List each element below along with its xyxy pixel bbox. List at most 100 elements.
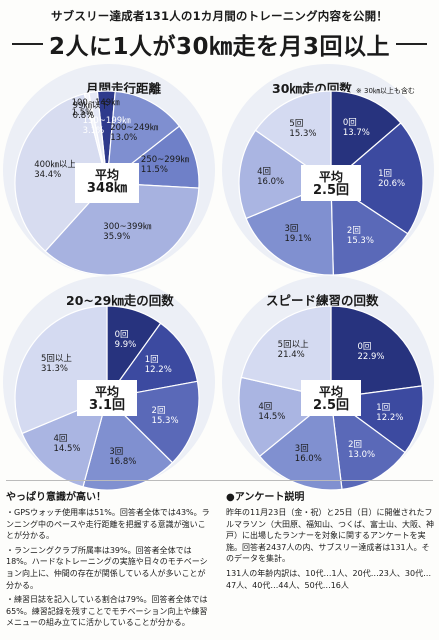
survey-explanation: ●アンケート説明 昨年の11月23日（金・祝）と25日（日）に開催されたフルマラ… [226,488,434,594]
slice-category: 100~149㎞ [71,98,120,109]
slice-label: 3回 19.1% [284,224,311,244]
slice-label: 2回 15.3% [152,406,179,426]
slice-value: 11.5% [140,164,168,175]
slice-value: 14.5% [53,443,81,454]
pie-slice [82,396,174,491]
slice-category: 0回 [357,342,372,353]
average-box: 平均 348㎞ [75,163,139,203]
slice-category: 3回 [294,444,309,455]
slice-category: 5回以上 [40,354,72,365]
slice-label: 3回 16.8% [109,447,136,467]
pie-slice [88,90,108,184]
slice-label: 250~299㎞ 11.5% [141,155,189,175]
slice-category: 4回 [257,166,272,177]
slice-value: 15.3% [346,236,374,247]
slice-value: 15.3% [289,129,317,140]
slice-value: 31.3% [40,364,68,375]
slice-category: 4回 [53,433,68,444]
slice-label: 0回 9.9% [115,330,137,350]
explanation-paragraph: 昨年の11月23日（金・祝）と25日（日）に開催されたフルマラソン（大田原、福知… [226,508,434,564]
average-label: 平均 [94,385,119,399]
slice-value: 19.1% [284,233,312,244]
slice-category: 400㎞以上 [34,160,76,171]
pie-slice [258,396,343,491]
survey-highlights: やっぱり意識が高い！ ・GPSウォッチ使用率は51%。回答者全体では43%。ラン… [6,488,212,632]
slice-label: 1回 12.2% [376,403,403,423]
slice-label: 4回 14.5% [53,434,80,454]
slice-value: 0.8% [72,111,95,122]
pie-slice [105,322,199,399]
slice-label: 2回 15.3% [347,226,374,246]
pie-slice [330,305,423,399]
slice-category: 1回 [376,403,391,414]
pie-slice [106,90,181,185]
slice-label: 4回 14.5% [258,402,285,422]
average-label: 平均 [94,168,119,182]
slice-value: 1.5% [71,108,94,119]
pie-chart-monthly-distance [14,90,200,276]
slice-label: 400㎞以上 34.4% [34,160,76,180]
slice-value: 13.0% [110,132,138,143]
slice-category: 250~299㎞ [140,154,189,165]
slice-category: 300~399㎞ [103,222,152,233]
slice-value: 22.9% [357,352,385,363]
slice-category: 2回 [151,405,166,416]
slice-value: 16.8% [109,456,137,467]
pie-slice [44,182,200,276]
highlight-paragraph: ・練習日誌を記入している割合は79%。回答者全体では65%。練習記録を残すことで… [6,595,208,628]
explanation-paragraph: 131人の年齢内訳は、10代…1人、20代…23人、30代…47人、40代…44… [226,568,432,590]
slice-value: 12.2% [376,413,404,424]
average-value: 3.1回 [88,398,126,413]
slice-value: 21.4% [277,350,305,361]
slice-label: 3回 16.0% [295,444,322,464]
subtitle: サブスリー達成者131人の1カ月間のトレーニング内容を公開！ [50,9,388,23]
slice-label: 1回 20.6% [378,169,405,189]
pie-slice [238,129,333,220]
slice-label: 2回 13.0% [348,440,375,460]
pie-slice [330,90,402,185]
average-box: 平均 2.5回 [301,380,361,416]
slice-label: 150~199㎞ 3.1% [83,116,131,136]
slice-category: 2回 [346,226,361,237]
slice-label: 4回 16.0% [257,167,284,187]
slice-value: 13.7% [342,127,370,138]
slice-value: 35.9% [103,232,131,243]
slice-label: 1回 12.2% [145,355,172,375]
slice-value: 12.2% [144,365,172,376]
chart-title-20-29km-runs: 20~29㎞走の回数 [66,293,174,308]
slice-category: 5回以上 [277,340,309,351]
slice-category: 99㎞以下 [72,101,109,112]
slice-category: 1回 [144,355,159,366]
average-value: 348㎞ [86,181,128,196]
average-value: 2.5回 [312,398,350,413]
slice-label: 300~399㎞ 35.9% [103,222,151,242]
highlight-paragraph: ・ランニングクラブ所属率は39%。回答者全体では18%。ハードなトレーニングの実… [6,545,208,590]
slice-category: 1回 [378,169,393,180]
slice-category: 0回 [114,330,129,341]
pie-slice [254,90,332,185]
slice-label: 5回以上 21.4% [278,340,309,360]
pie-slice [330,122,424,235]
headline: 2人に1人が30㎞走を月3回以上 [6,27,433,61]
slice-value: 34.4% [34,170,62,181]
slice-value: 16.0% [257,176,285,187]
average-label: 平均 [318,170,343,184]
slice-category: 3回 [109,446,124,457]
pie-slice [21,396,108,488]
pie-slice [14,93,108,253]
pie-slice [330,181,409,276]
pie-slice [330,396,406,491]
slice-value: 3.1% [82,125,105,136]
section-divider [6,480,433,481]
slice-label: 0回 22.9% [358,342,385,362]
slice-value: 13.0% [348,450,376,461]
slice-value: 9.9% [114,340,137,351]
slice-category: 200~249㎞ [110,122,159,133]
slice-value: 14.5% [258,411,286,422]
slice-value: 16.0% [294,454,322,465]
slice-category: 4回 [258,401,273,412]
chart-note: ※ 30㎞以上も含む [355,87,415,95]
explanation-heading: ●アンケート説明 [226,492,305,503]
slice-category: 5回 [289,119,304,130]
slice-value: 15.3% [151,415,179,426]
